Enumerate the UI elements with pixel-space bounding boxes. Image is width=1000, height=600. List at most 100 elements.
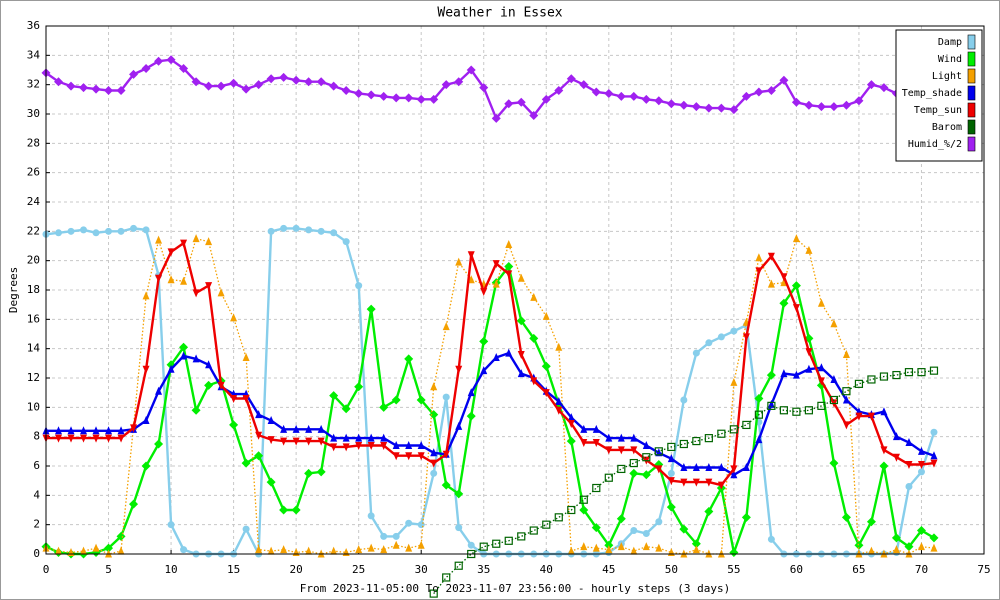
- x-tick-label: 45: [602, 563, 615, 576]
- point: [355, 545, 363, 554]
- point: [779, 75, 789, 85]
- point: [155, 386, 163, 395]
- point: [480, 366, 488, 375]
- point: [767, 279, 775, 288]
- point: [430, 469, 438, 477]
- point: [729, 548, 739, 558]
- point: [641, 94, 651, 104]
- point: [504, 99, 514, 109]
- point: [341, 86, 351, 96]
- point: [880, 446, 888, 455]
- point: [904, 542, 914, 552]
- y-tick-label: 20: [27, 254, 40, 267]
- point: [917, 542, 925, 551]
- point: [792, 407, 801, 416]
- point: [892, 545, 900, 554]
- point: [291, 75, 301, 85]
- point: [730, 470, 738, 479]
- point: [780, 369, 788, 378]
- point: [455, 365, 463, 374]
- point: [416, 94, 426, 104]
- legend-swatch: [967, 136, 976, 152]
- point: [916, 526, 926, 536]
- point: [517, 351, 525, 360]
- point: [579, 505, 589, 515]
- point: [555, 406, 563, 415]
- point: [617, 446, 625, 455]
- point: [105, 434, 113, 443]
- legend-label: Damp: [938, 37, 962, 48]
- point: [854, 379, 864, 388]
- point: [816, 102, 826, 112]
- point: [804, 406, 814, 415]
- point: [429, 589, 438, 598]
- point: [817, 298, 825, 307]
- point: [191, 405, 201, 415]
- point: [754, 410, 763, 419]
- point: [67, 434, 75, 443]
- point: [755, 253, 763, 262]
- legend-box: [895, 29, 983, 162]
- y-tick-label: 14: [27, 342, 41, 355]
- point: [591, 523, 601, 533]
- point: [804, 100, 814, 110]
- point: [330, 229, 338, 237]
- point: [704, 103, 714, 113]
- point: [505, 240, 513, 249]
- x-tick-label: 25: [352, 563, 365, 576]
- point: [880, 407, 888, 416]
- point: [841, 512, 851, 522]
- point: [405, 543, 413, 552]
- point: [354, 382, 364, 392]
- point: [454, 561, 463, 570]
- point: [779, 406, 788, 415]
- y-tick-label: 16: [27, 312, 40, 325]
- point: [491, 113, 501, 123]
- point: [867, 375, 876, 384]
- point: [591, 87, 601, 97]
- point: [892, 432, 900, 441]
- point: [917, 446, 925, 455]
- point: [479, 336, 489, 346]
- point: [854, 96, 864, 106]
- point: [141, 461, 151, 471]
- point: [267, 436, 275, 445]
- point: [742, 462, 750, 471]
- point: [217, 381, 225, 390]
- series: [41, 55, 939, 123]
- x-tick-label: 10: [164, 563, 177, 576]
- x-tick-label: 15: [227, 563, 240, 576]
- point: [629, 458, 638, 468]
- point: [342, 433, 350, 442]
- point: [154, 56, 164, 66]
- point: [279, 505, 289, 515]
- point: [442, 573, 451, 582]
- point: [630, 446, 638, 455]
- point: [516, 97, 526, 107]
- point: [729, 105, 739, 115]
- point: [680, 396, 688, 404]
- point: [604, 88, 614, 98]
- point: [641, 470, 651, 480]
- point: [330, 546, 338, 555]
- legend-swatch: [967, 119, 976, 135]
- point: [492, 279, 500, 288]
- point: [592, 424, 600, 433]
- point: [430, 382, 438, 391]
- point: [754, 394, 764, 404]
- point: [255, 545, 263, 554]
- point: [316, 77, 326, 87]
- y-tick-label: 22: [27, 224, 40, 237]
- point: [255, 410, 263, 419]
- point: [504, 262, 514, 272]
- point: [867, 412, 875, 421]
- point: [616, 91, 626, 101]
- point: [817, 377, 825, 386]
- point: [205, 237, 213, 246]
- series-line: [433, 370, 935, 594]
- point: [830, 319, 838, 328]
- point: [767, 535, 775, 543]
- series: [42, 239, 938, 490]
- point: [904, 368, 914, 377]
